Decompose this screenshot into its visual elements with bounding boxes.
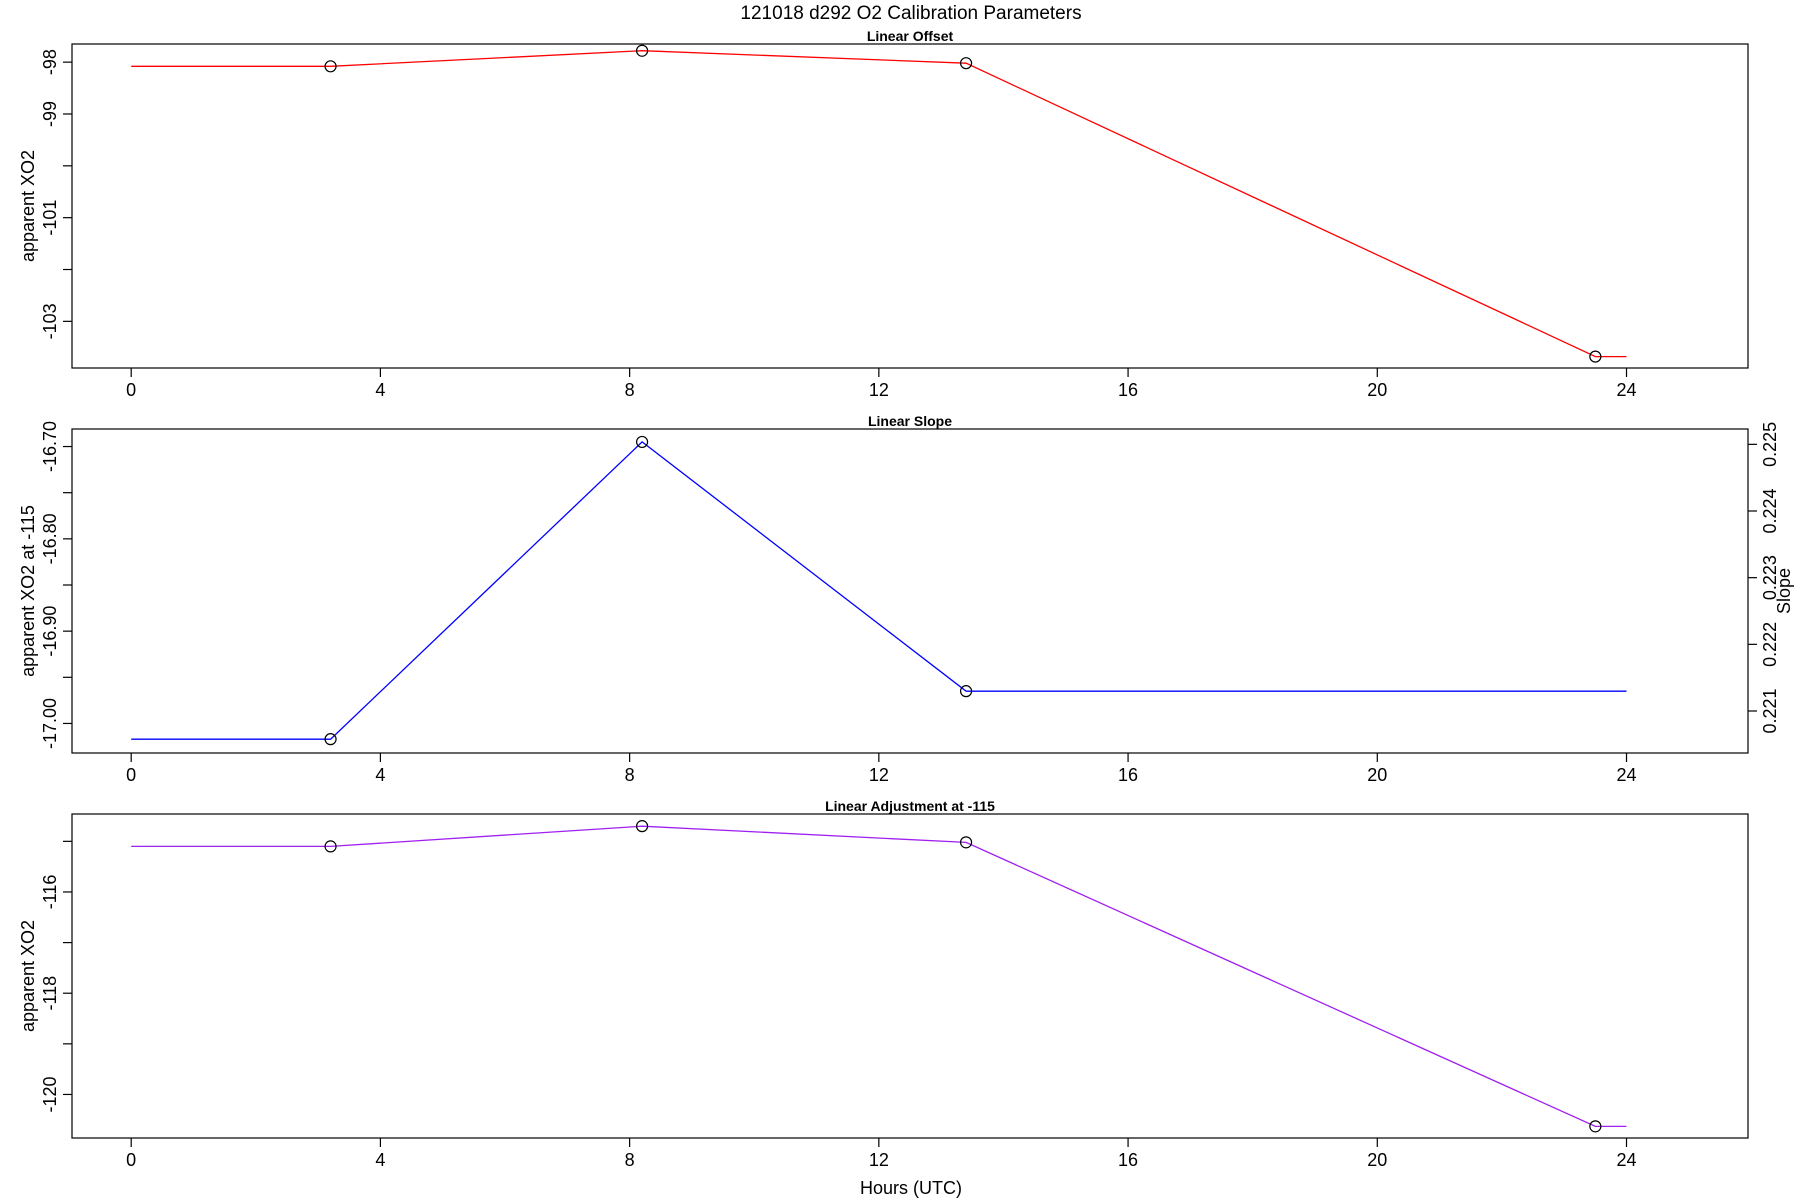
data-point [324,60,337,73]
series-line [131,441,1627,740]
x-tick-label: 24 [1616,380,1636,400]
x-tick-label: 0 [126,380,136,400]
x-tick-label: 8 [625,380,635,400]
plot-frame [71,428,1749,754]
x-tick-label: 20 [1367,1150,1387,1170]
data-point [1589,1120,1602,1133]
y2-axis-label: Slope [1774,568,1794,614]
data-point [324,733,337,746]
data-point [959,836,973,849]
plot-frame [71,43,1749,369]
x-tick-label: 4 [375,1150,385,1170]
y-tick-label: -99 [40,101,60,127]
y2-tick-label: 0.223 [1760,555,1780,600]
y-tick-label: -118 [40,976,60,1011]
x-tick-label: 24 [1616,1150,1636,1170]
y-tick-label: -16.80 [40,513,60,564]
data-point [959,685,973,698]
y2-tick-label: 0.221 [1760,688,1780,733]
y-axis-label: apparent XO2 at -115 [18,505,38,677]
panel-title: Linear Slope [868,413,952,429]
data-point [1589,350,1602,363]
linear-adjustment-panel: Linear Adjustment at -115 0 4 8 12 16 20 24 -116… [18,798,1749,1170]
x-tick-label: 12 [869,1150,889,1170]
y2-tick-label: 0.222 [1760,622,1780,667]
x-tick-label: 0 [126,1150,136,1170]
figure-title: 121018 d292 O2 Calibration Parameters [740,3,1081,24]
x-tick-label: 16 [1118,1150,1138,1170]
y-tick-label: -101 [40,200,60,236]
y-axis-label: apparent XO2 [18,150,38,262]
y-tick-label: -120 [40,1076,60,1112]
linear-offset-panel: Linear Offset 0 4 8 12 16 20 24 -98 -99 -101 -103 ap… [18,28,1749,400]
panel-title: Linear Adjustment at -115 [825,798,995,814]
y-tick-label: -103 [40,303,60,339]
panel-title: Linear Offset [867,28,954,44]
x-tick-label: 4 [375,380,385,400]
x-tick-label: 12 [869,765,889,785]
y2-tick-label: 0.225 [1760,422,1780,467]
data-point [959,57,973,70]
series-line [131,50,1627,358]
x-tick-label: 8 [625,765,635,785]
data-point [635,435,649,449]
plot-frame [71,813,1749,1139]
data-point [635,820,649,833]
y-tick-label: -17.00 [40,698,60,749]
x-tick-label: 4 [375,765,385,785]
y-axis-label: apparent XO2 [18,920,38,1032]
y-tick-label: -98 [40,49,60,75]
data-point [324,840,337,853]
linear-slope-panel: Linear Slope 0 4 8 12 16 20 24 -16.70 -16.80 -16.9… [18,413,1794,785]
data-point [635,44,649,57]
series-line [131,825,1627,1128]
x-tick-label: 16 [1118,380,1138,400]
x-tick-label: 24 [1616,765,1636,785]
y-tick-label: -116 [40,875,60,910]
x-tick-label: 8 [625,1150,635,1170]
x-tick-label: 20 [1367,380,1387,400]
x-axis-label: Hours (UTC) [860,1178,962,1198]
x-tick-label: 0 [126,765,136,785]
y2-tick-label: 0.224 [1760,488,1780,533]
y-tick-label: -16.70 [40,421,60,472]
x-tick-label: 12 [869,380,889,400]
x-tick-label: 20 [1367,765,1387,785]
x-tick-label: 16 [1118,765,1138,785]
y-tick-label: -16.90 [40,606,60,657]
